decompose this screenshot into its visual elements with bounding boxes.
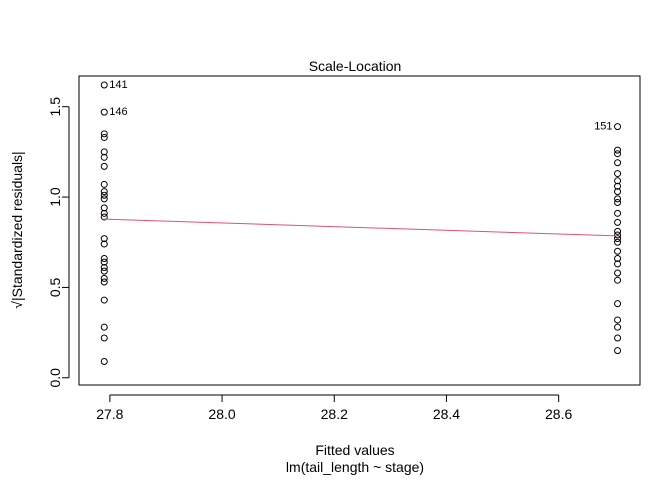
data-point: [100, 130, 108, 138]
y-tick-label: 0.0: [47, 368, 63, 388]
point-label: 151: [594, 121, 612, 133]
data-point: [614, 247, 622, 255]
smoother-line: [104, 218, 618, 237]
model-formula-label: lm(tail_length ~ stage): [286, 459, 424, 475]
data-point: [614, 198, 622, 206]
x-axis: 27.8 28.0 28.2 28.4 28.6: [96, 394, 572, 422]
data-point: [100, 204, 108, 212]
data-point: [614, 123, 622, 131]
data-point: [100, 358, 108, 366]
sqrt-symbol: √: [9, 301, 25, 309]
data-point: [614, 238, 622, 246]
plot-frame: [78, 75, 641, 386]
data-point: [614, 146, 622, 154]
data-point: [614, 255, 622, 263]
data-point: [100, 188, 108, 196]
data-point: [100, 240, 108, 248]
data-point: [100, 209, 108, 217]
point-label: 141: [109, 79, 127, 91]
point-labels: 141 146 151: [109, 79, 612, 133]
data-point: [100, 213, 108, 221]
data-point: [614, 316, 622, 324]
x-tick-label: 27.8: [96, 406, 123, 422]
data-point: [614, 269, 622, 277]
data-points: [100, 81, 622, 366]
data-point: [614, 170, 622, 178]
y-axis: 0.0 0.5 1.0 1.5: [47, 97, 70, 388]
data-point: [614, 276, 622, 284]
y-tick-label: 1.0: [47, 187, 63, 207]
y-tick-label: 1.5: [47, 97, 63, 117]
x-tick-label: 28.6: [545, 406, 572, 422]
data-point: [100, 267, 108, 275]
data-point: [100, 153, 108, 161]
x-tick-label: 28.4: [433, 406, 460, 422]
data-point: [100, 81, 108, 89]
data-point: [100, 162, 108, 170]
data-point: [100, 334, 108, 342]
y-axis-label: √|Standardized residuals|: [9, 151, 25, 308]
data-point: [614, 218, 622, 226]
data-point: [614, 159, 622, 167]
chart-title: Scale-Location: [309, 58, 402, 74]
data-point: [614, 150, 622, 158]
data-point: [100, 191, 108, 199]
data-point: [100, 195, 108, 203]
data-point: [100, 148, 108, 156]
data-point: [100, 323, 108, 331]
data-point: [100, 278, 108, 286]
data-point: [614, 334, 622, 342]
data-point: [100, 180, 108, 188]
x-tick-label: 28.0: [208, 406, 235, 422]
data-point: [100, 108, 108, 116]
y-tick-label: 0.5: [47, 277, 63, 297]
data-point: [614, 300, 622, 308]
data-point: [100, 255, 108, 263]
data-point: [614, 177, 622, 185]
data-point: [614, 209, 622, 217]
data-point: [614, 182, 622, 190]
y-axis-label-group: √|Standardized residuals|: [9, 151, 25, 308]
data-point: [100, 235, 108, 243]
data-point: [614, 347, 622, 355]
data-point: [614, 188, 622, 196]
smoother-line-group: [104, 218, 618, 237]
x-axis-label: Fitted values: [315, 442, 394, 458]
y-axis-label-text: |Standardized residuals|: [9, 151, 25, 301]
data-point: [100, 258, 108, 266]
data-point: [100, 133, 108, 141]
data-point: [614, 195, 622, 203]
data-point: [614, 227, 622, 235]
data-point: [100, 296, 108, 304]
data-point: [614, 231, 622, 239]
data-point: [614, 260, 622, 268]
data-point: [614, 323, 622, 331]
data-point: [100, 274, 108, 282]
x-tick-label: 28.2: [321, 406, 348, 422]
data-point: [100, 264, 108, 272]
point-label: 146: [109, 106, 127, 118]
